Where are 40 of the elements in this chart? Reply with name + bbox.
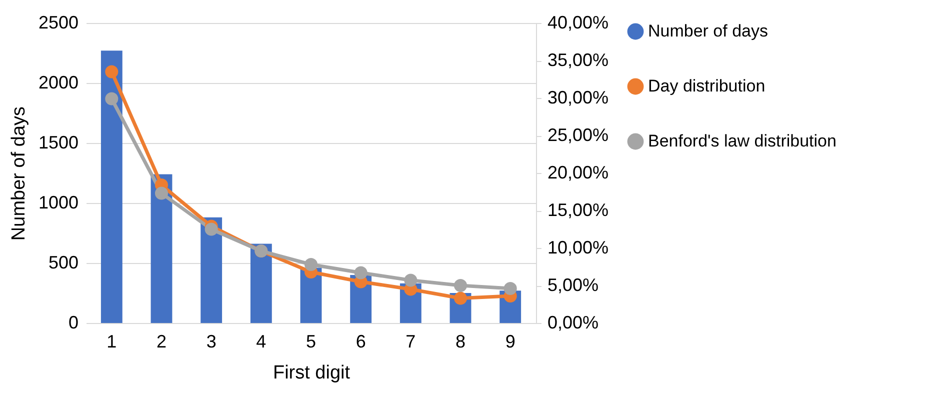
x-tick-label: 6 — [356, 332, 366, 352]
y2-tick-label: 40,00% — [548, 12, 609, 32]
y-tick-label: 500 — [48, 252, 78, 272]
legend-label: Day distribution — [648, 76, 766, 96]
x-tick-label: 1 — [106, 332, 117, 352]
legend-label: Number of days — [648, 22, 768, 40]
x-tick-label: 2 — [156, 332, 167, 352]
y-tick-label: 2500 — [38, 12, 78, 32]
y2-tick-label: 0,00% — [548, 312, 599, 332]
x-axis-title: First digit — [272, 362, 351, 384]
y2-tick-label: 10,00% — [548, 238, 609, 258]
x-tick-label: 7 — [406, 332, 416, 352]
y-tick-label: 1500 — [38, 132, 78, 152]
point — [454, 278, 468, 292]
x-tick-label: 9 — [505, 332, 516, 352]
y2-tick-label: 30,00% — [548, 88, 609, 108]
y2-tick-label: 20,00% — [548, 162, 609, 182]
y2-tick-label: 25,00% — [548, 125, 609, 145]
y2-tick-label: 35,00% — [548, 50, 609, 70]
point — [354, 266, 368, 280]
y-tick-label: 1000 — [38, 192, 78, 212]
point — [204, 222, 218, 236]
point — [105, 92, 118, 106]
point — [404, 274, 418, 287]
legend-label: Benford's law distribution — [648, 132, 836, 150]
x-tick-label: 5 — [306, 332, 316, 352]
y-tick-label: 2000 — [38, 72, 78, 92]
point — [105, 65, 118, 78]
point — [304, 258, 318, 272]
y2-tick-label: 15,00% — [548, 200, 609, 220]
x-tick-label: 3 — [206, 332, 216, 352]
x-tick-label: 8 — [455, 332, 466, 352]
y2-tick-label: 5,00% — [548, 275, 599, 295]
y-tick-label: 0 — [68, 312, 78, 332]
point — [454, 292, 468, 305]
x-tick-label: 4 — [256, 332, 266, 352]
bar — [100, 50, 122, 323]
y-axis-title: Number of days — [8, 106, 30, 241]
point — [504, 282, 517, 296]
point — [154, 186, 168, 200]
